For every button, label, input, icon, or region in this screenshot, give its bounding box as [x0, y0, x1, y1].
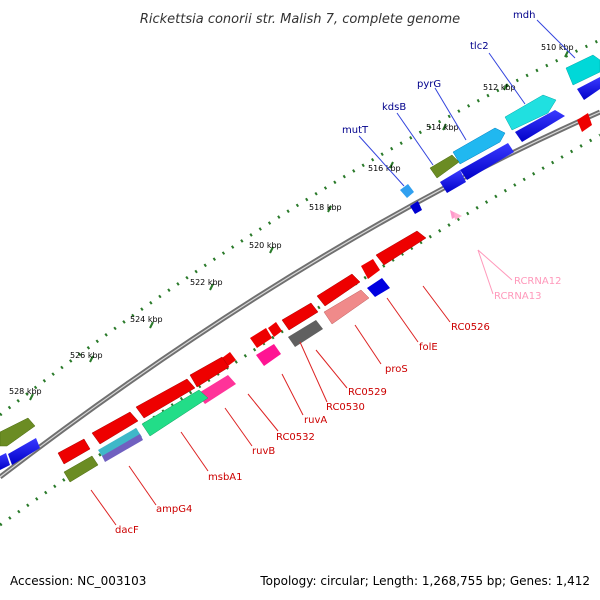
tick-label: 528 kbp — [9, 387, 42, 396]
gene-small-red — [361, 259, 380, 279]
tick-label: 524 kbp — [130, 315, 163, 324]
gene-blue — [515, 110, 565, 142]
gene-red — [316, 273, 361, 307]
label-ampG4: ampG4 — [156, 504, 192, 515]
gene-red — [57, 438, 91, 465]
tick-label: 514 kbp — [426, 123, 459, 132]
gene-red-small — [250, 328, 272, 348]
label-folE: folE — [419, 342, 438, 353]
gene-blue — [577, 77, 600, 100]
tick-label: 518 kbp — [309, 203, 342, 212]
label-mdh: mdh — [513, 10, 535, 21]
tick-marks — [29, 50, 569, 401]
gene-mutT — [400, 184, 414, 198]
gene-blue — [440, 170, 466, 193]
gene-red — [189, 356, 230, 388]
upper-connectors — [358, 19, 576, 187]
gene-olive — [0, 417, 36, 447]
genome-backbone-highlight — [0, 111, 600, 478]
gene-RC0530 — [281, 302, 319, 331]
gene-kdsB — [429, 154, 460, 179]
accession-text: Accession: NC_003103 — [10, 574, 147, 588]
gene-msbA1 — [141, 389, 209, 437]
label-msbA1: msbA1 — [208, 472, 243, 483]
label-ruvA: ruvA — [304, 415, 327, 426]
rna-RCRNA12 — [454, 212, 462, 220]
gene-RC0526 — [375, 230, 427, 266]
label-kdsB: kdsB — [382, 102, 406, 113]
label-RCRNA13: RCRNA13 — [494, 291, 541, 302]
gene-mdh — [565, 54, 600, 86]
label-RC0526: RC0526 — [451, 322, 490, 333]
gene-dacF — [63, 455, 99, 483]
label-proS: proS — [385, 364, 408, 375]
tick-label: 520 kbp — [249, 241, 282, 250]
label-pyrG: pyrG — [417, 79, 441, 90]
label-ruvB: ruvB — [252, 446, 275, 457]
gene-folE — [367, 278, 390, 297]
gene-red — [135, 378, 196, 419]
gene-blue — [0, 453, 10, 470]
lower-connectors — [90, 285, 451, 526]
label-dacF: dacF — [115, 525, 139, 536]
reverse-genes — [57, 113, 592, 483]
label-mutT: mutT — [342, 125, 369, 136]
map-title: Rickettsia conorii str. Malish 7, comple… — [140, 12, 460, 27]
forward-genes — [0, 54, 600, 470]
gene-ruvA — [268, 322, 282, 337]
label-RC0529: RC0529 — [348, 387, 387, 398]
gene-blue — [8, 438, 40, 465]
gene-ampG4 — [98, 428, 142, 459]
gene-RC0532 — [256, 344, 281, 366]
label-RC0530: RC0530 — [326, 402, 365, 413]
gene-blue — [460, 143, 514, 180]
tick-label: 516 kbp — [368, 164, 401, 173]
tick-label: 512 kbp — [483, 83, 516, 92]
gene-blue-small — [410, 201, 422, 214]
tick-label: 510 kbp — [541, 43, 574, 52]
genome-summary: Topology: circular; Length: 1,268,755 bp… — [260, 574, 590, 588]
tick-label: 526 kbp — [70, 351, 103, 360]
gene-proS — [323, 289, 370, 325]
rna-connectors — [477, 249, 513, 295]
tick-label: 522 kbp — [190, 278, 223, 287]
rna-red-marker — [577, 113, 592, 132]
gene-red — [91, 411, 139, 445]
label-tlc2: tlc2 — [470, 41, 489, 52]
label-RCRNA12: RCRNA12 — [514, 276, 561, 287]
gene-RC0529 — [288, 320, 323, 347]
gene-tlc2 — [504, 94, 557, 131]
gene-ampG4-stripe — [102, 434, 143, 462]
label-RC0532: RC0532 — [276, 432, 315, 443]
